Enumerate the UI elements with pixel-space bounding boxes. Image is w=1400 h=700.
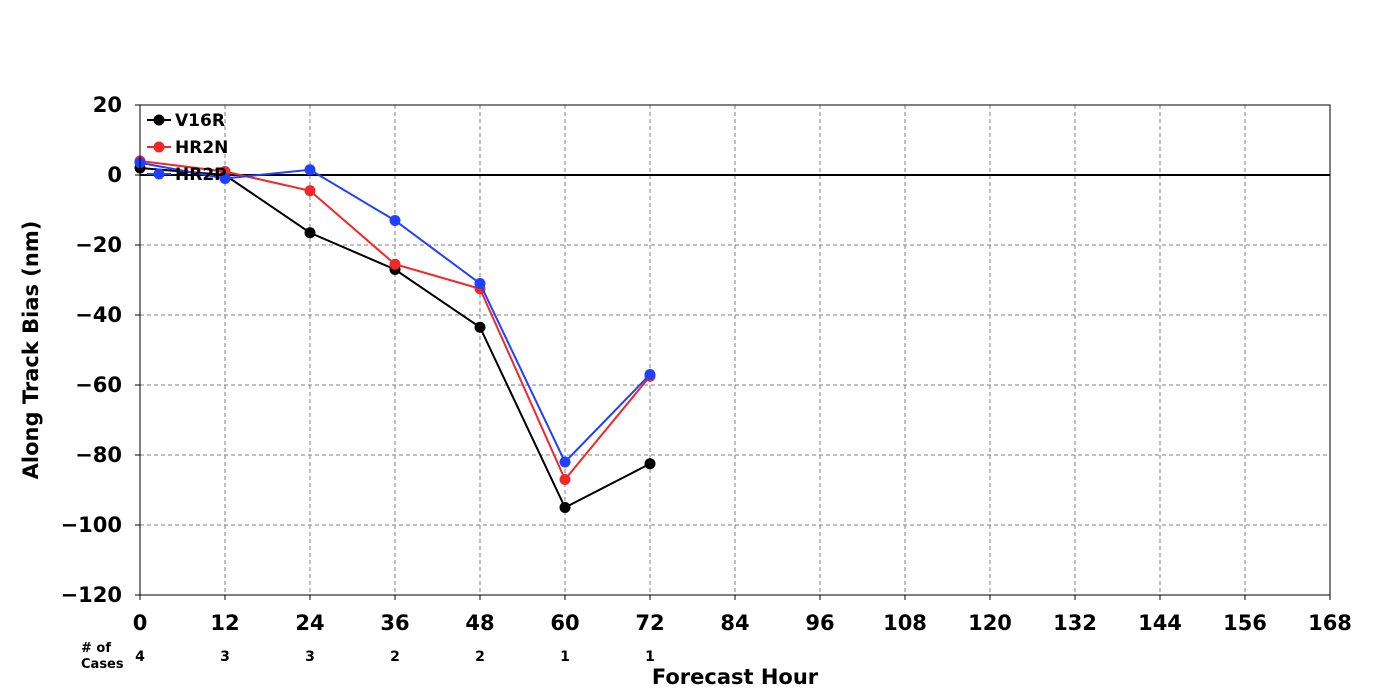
x-tick-label: 84	[720, 611, 749, 635]
data-point	[474, 321, 486, 333]
data-series	[134, 155, 656, 513]
x-tick-label: 96	[805, 611, 834, 635]
y-tick-label: −80	[75, 443, 122, 467]
x-tick-labels: 0 12 24 36 48 60 72 84 96 108 120 132 144 156 168	[133, 595, 1352, 635]
data-point	[389, 215, 401, 226]
data-point	[304, 227, 316, 239]
data-point	[304, 164, 316, 176]
series-line	[139, 160, 651, 482]
y-tick-label: −60	[75, 373, 122, 397]
x-tick-label: 60	[550, 611, 579, 635]
x-tick-label: 132	[1053, 611, 1097, 635]
series-line	[139, 161, 651, 464]
data-point	[559, 474, 571, 485]
case-count: 3	[220, 649, 230, 665]
x-tick-label: 108	[883, 611, 927, 635]
data-point	[644, 369, 656, 380]
case-count: 1	[560, 649, 570, 665]
y-tick-label: 0	[107, 163, 122, 187]
grid-lines	[140, 105, 1330, 595]
case-count: 2	[475, 649, 485, 665]
legend-marker	[153, 168, 165, 180]
data-point	[559, 456, 571, 468]
y-tick-label: −20	[75, 233, 122, 257]
legend-marker	[153, 114, 165, 126]
x-tick-label: 0	[133, 611, 148, 635]
x-tick-label: 12	[210, 611, 239, 635]
x-tick-label: 120	[968, 611, 1012, 635]
case-count: 4	[135, 649, 145, 665]
data-point	[644, 458, 656, 470]
x-tick-label: 72	[635, 611, 664, 635]
data-point	[389, 258, 401, 270]
y-tick-label: 20	[93, 93, 122, 117]
data-point	[559, 502, 571, 513]
legend-label: HR2P	[175, 165, 227, 185]
y-tick-labels: 20 0 −20 −40 −60 −80 −100 −120	[61, 93, 140, 607]
x-tick-label: 144	[1138, 611, 1182, 635]
case-count: 3	[305, 649, 315, 665]
y-tick-label: −40	[75, 303, 122, 327]
x-axis-title: Forecast Hour	[652, 665, 819, 689]
y-tick-label: −100	[61, 513, 122, 537]
x-tick-label: 48	[465, 611, 494, 635]
series-hr2p	[134, 157, 656, 468]
legend-label: HR2N	[175, 138, 228, 158]
case-count: 1	[645, 649, 655, 665]
legend: V16R HR2N HR2P	[147, 111, 228, 185]
data-point	[304, 185, 316, 197]
cases-label-line2: Cases	[81, 657, 124, 672]
y-tick-label: −120	[61, 583, 122, 607]
x-tick-label: 24	[295, 611, 324, 635]
y-axis-title: Along Track Bias (nm)	[19, 221, 43, 480]
legend-marker	[153, 141, 165, 153]
data-point	[219, 173, 231, 184]
x-tick-label: 36	[380, 611, 409, 635]
legend-label: V16R	[175, 111, 225, 131]
data-point	[474, 278, 486, 289]
cases-label-line1: # of	[81, 641, 111, 656]
case-count: 2	[390, 649, 400, 665]
x-tick-label: 168	[1308, 611, 1352, 635]
x-tick-label: 156	[1223, 611, 1267, 635]
